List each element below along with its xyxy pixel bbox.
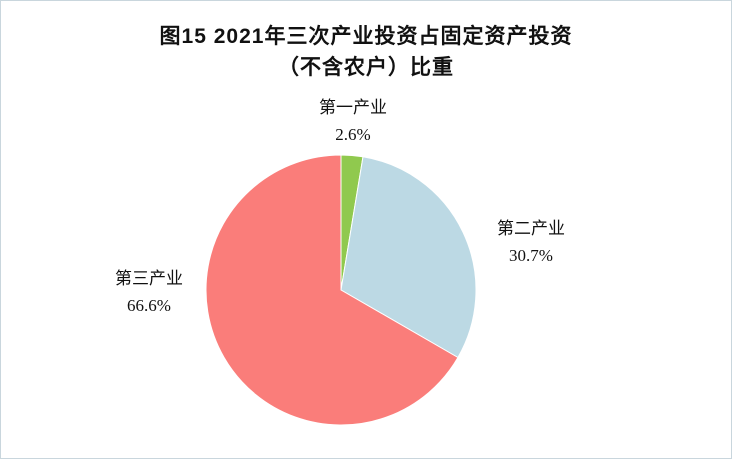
pie-label-secondary-name: 第二产业 (497, 219, 565, 238)
chart-title: 图15 2021年三次产业投资占固定资产投资 （不含农户）比重 (1, 21, 731, 83)
pie-slice-2 (340, 156, 477, 359)
chart-title-line2: （不含农户）比重 (278, 56, 454, 79)
chart-title-line1: 图15 2021年三次产业投资占固定资产投资 (159, 25, 573, 48)
pie-label-primary-value: 2.6% (335, 125, 371, 144)
pie-svg (205, 154, 477, 426)
pie-label-tertiary: 第三产业 66.6% (87, 265, 211, 319)
pie-label-primary-name: 第一产业 (319, 98, 387, 117)
pie-slice-3 (205, 154, 459, 426)
pie-label-primary: 第一产业 2.6% (283, 94, 423, 148)
pie-label-tertiary-value: 66.6% (127, 296, 171, 315)
pie-label-secondary-value: 30.7% (509, 246, 553, 265)
pie-label-secondary: 第二产业 30.7% (469, 215, 593, 269)
pie-label-tertiary-name: 第三产业 (115, 269, 183, 288)
pie-chart (204, 153, 478, 427)
